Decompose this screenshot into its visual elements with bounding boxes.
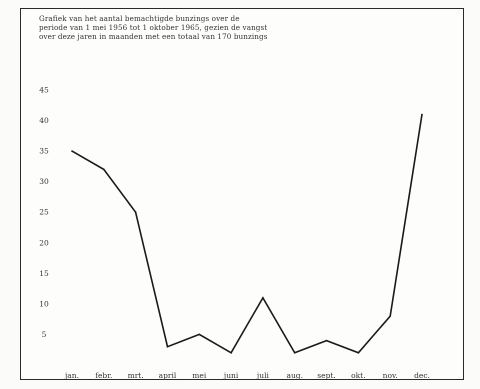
y-tick-label: 40 — [39, 116, 49, 125]
chart-frame — [20, 8, 464, 380]
x-tick-label: mrt. — [128, 371, 144, 380]
x-tick-label: febr. — [95, 371, 112, 380]
data-point — [230, 351, 232, 354]
chart-title-line-2: periode van 1 mei 1956 tot 1 oktober 196… — [39, 23, 268, 32]
data-points — [71, 113, 423, 354]
data-point — [389, 315, 391, 317]
x-axis-ticks: jan. febr. mrt. april mei juni juli aug. sept. ok… — [64, 371, 430, 380]
y-tick-label: 30 — [39, 177, 49, 186]
x-tick-label: sept. — [317, 371, 336, 380]
y-tick-label: 20 — [39, 238, 49, 247]
y-tick-label: 10 — [39, 299, 49, 308]
data-point — [325, 339, 328, 342]
data-point — [71, 150, 73, 152]
x-tick-label: nov. — [383, 371, 398, 380]
data-point — [103, 168, 105, 171]
y-tick-label: 15 — [39, 269, 49, 278]
x-tick-label: mei — [192, 371, 207, 380]
x-tick-label: juni — [223, 371, 239, 380]
y-tick-label: 25 — [39, 208, 49, 217]
series-line — [71, 114, 423, 354]
data-point — [134, 211, 137, 214]
x-tick-label: juli — [256, 371, 270, 380]
data-point — [357, 351, 360, 354]
y-axis-ticks: 5 10 15 20 25 30 35 40 45 — [39, 86, 49, 339]
data-point — [421, 113, 423, 116]
y-tick-label: 45 — [39, 86, 49, 95]
x-tick-label: jan. — [64, 371, 79, 380]
y-tick-label: 5 — [42, 330, 47, 339]
chart-title-line-1: Grafiek van het aantal bemachtigde bunzi… — [39, 14, 240, 23]
chart-title-line-3: over deze jaren in maanden met een totaa… — [39, 32, 268, 41]
data-point — [166, 345, 169, 348]
x-tick-label: dec. — [414, 371, 430, 380]
y-tick-label: 35 — [39, 147, 49, 156]
data-point — [262, 296, 264, 299]
x-tick-label: okt. — [351, 371, 365, 380]
x-tick-label: aug. — [286, 371, 303, 380]
data-point — [293, 351, 296, 354]
x-tick-label: april — [159, 371, 177, 380]
data-point — [198, 333, 201, 336]
